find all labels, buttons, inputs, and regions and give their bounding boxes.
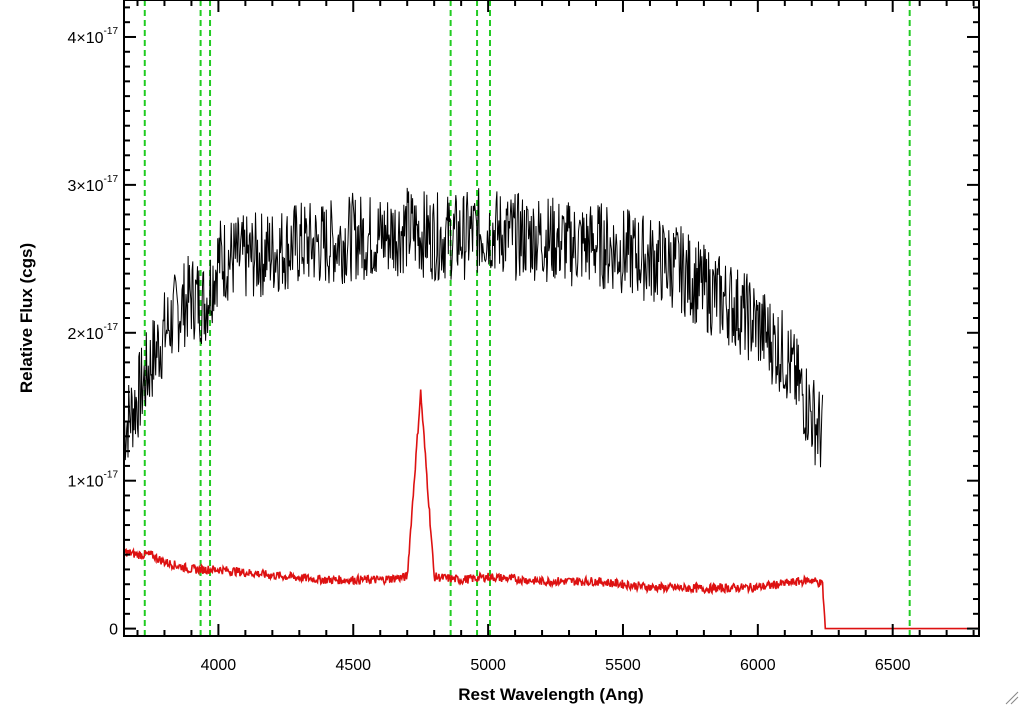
y-tick-label: 3×10-17 <box>68 174 119 195</box>
resize-grip-icon[interactable] <box>1005 691 1019 705</box>
x-tick-label: 4500 <box>335 657 371 674</box>
x-tick-label: 5500 <box>605 657 641 674</box>
x-tick-label: 6000 <box>740 657 776 674</box>
x-axis-title: Rest Wavelength (Ang) <box>458 685 643 704</box>
x-axis-ticks: 4000 4500 5000 5500 6000 6500 <box>136 0 975 674</box>
series-line <box>123 187 824 468</box>
spectrum-series <box>123 187 979 630</box>
series-line <box>123 389 979 630</box>
x-tick-label: 4000 <box>201 657 237 674</box>
x-tick-label: 6500 <box>875 657 911 674</box>
plot-frame <box>123 0 980 637</box>
y-tick-label: 4×10-17 <box>68 26 119 47</box>
y-tick-label: 0 <box>109 622 118 639</box>
emission-line-markers <box>143 0 911 636</box>
y-axis-ticks: 0 1×10-17 2×10-17 3×10-17 4×10-17 <box>68 6 979 639</box>
y-axis-title: Relative Flux (cgs) <box>17 243 36 393</box>
y-tick-label: 2×10-17 <box>68 322 119 343</box>
x-tick-label: 5000 <box>470 657 506 674</box>
y-tick-label: 1×10-17 <box>68 470 119 491</box>
